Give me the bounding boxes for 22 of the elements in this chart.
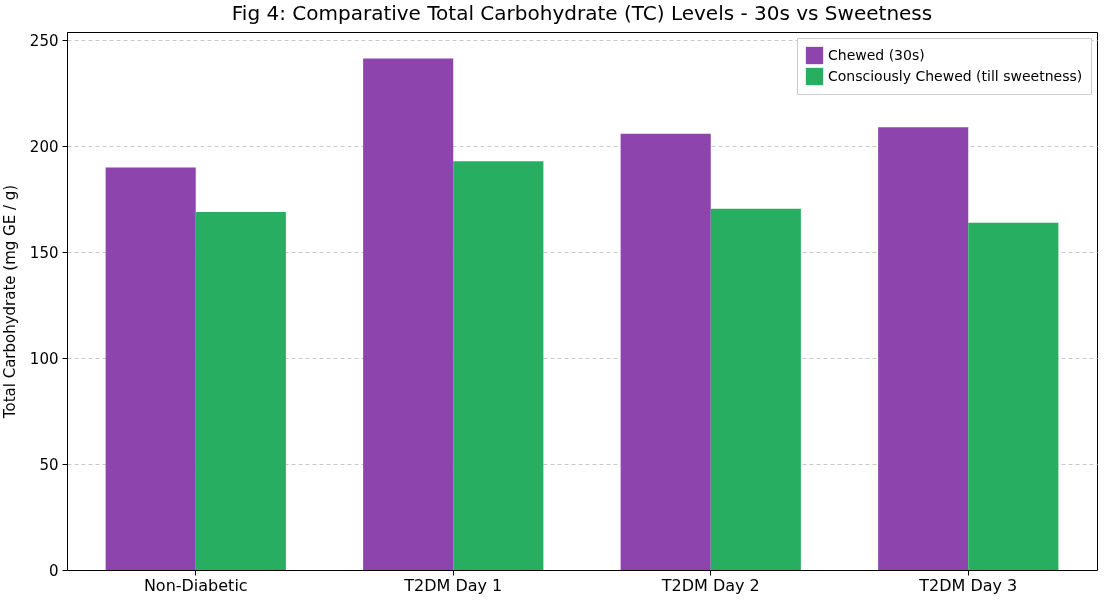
y-tick-label: 250 — [29, 31, 59, 50]
legend-label: Chewed (30s) — [828, 46, 925, 63]
y-tick-label: 100 — [29, 349, 59, 368]
y-tick-label: 50 — [39, 455, 59, 474]
x-tick-label: T2DM Day 2 — [660, 575, 760, 595]
y-axis-title: Total Carbohydrate (mg GE / g) — [0, 184, 19, 420]
legend-label: Consciously Chewed (till sweetness) — [828, 67, 1083, 84]
y-tick-label: 200 — [29, 137, 59, 156]
x-tick-label: Non-Diabetic — [143, 575, 248, 595]
bar — [620, 133, 711, 570]
bar — [878, 127, 969, 570]
bar — [105, 167, 196, 570]
y-tick-label: 150 — [29, 243, 59, 262]
x-tick-label: T2DM Day 3 — [918, 575, 1018, 595]
chart-title: Fig 4: Comparative Total Carbohydrate (TC) Levels - 30s vs Sweetness — [231, 1, 933, 25]
bar — [363, 58, 454, 570]
x-tick-label: T2DM Day 1 — [403, 575, 503, 595]
bar — [195, 212, 286, 570]
bar — [968, 222, 1059, 570]
bar — [710, 208, 801, 570]
y-tick-label: 0 — [48, 561, 59, 580]
bar — [453, 161, 544, 570]
